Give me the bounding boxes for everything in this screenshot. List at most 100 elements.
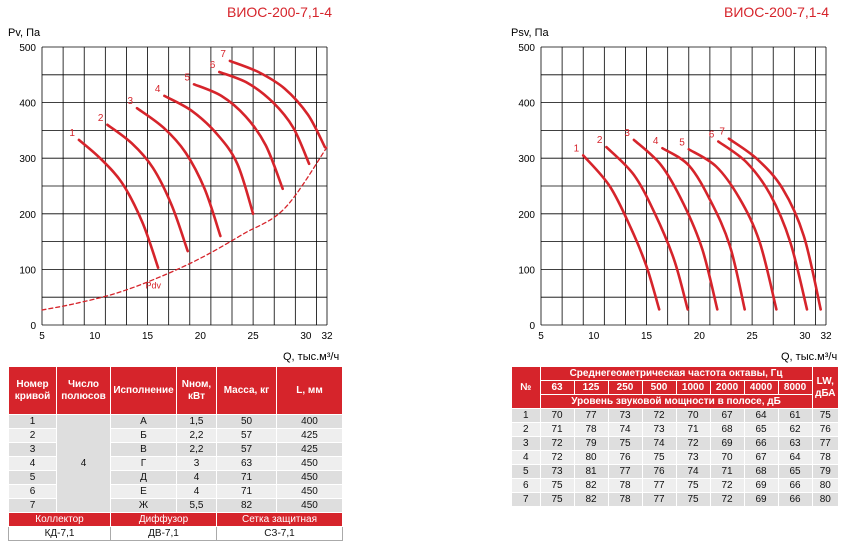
- table-row: 4 Г 3 63 450: [8, 456, 343, 471]
- cell: 78: [811, 450, 840, 465]
- col-variant: Исполнение: [110, 366, 177, 415]
- cell: 73: [607, 408, 643, 423]
- cell: 71: [709, 464, 745, 479]
- cell: 82: [216, 498, 277, 513]
- cell: 4: [511, 450, 541, 465]
- freq-500: 500: [641, 380, 677, 395]
- x-tick-label: 32: [321, 331, 333, 342]
- cell: 77: [573, 408, 609, 423]
- cell: 72: [539, 450, 575, 465]
- freq-1000: 1000: [675, 380, 711, 395]
- curve-label: 7: [220, 49, 226, 60]
- x-tick-label: 10: [588, 331, 600, 342]
- cell: 79: [811, 464, 840, 479]
- col-no: №: [511, 366, 541, 409]
- curve-3: [632, 138, 719, 311]
- col-poles: Число полюсов: [56, 366, 111, 415]
- freq-4000: 4000: [743, 380, 779, 395]
- curve-5: [687, 148, 778, 311]
- chart-1-title: ВИОС-200-7,1-4: [227, 4, 332, 20]
- sound-power-table: № Среднегеометрическая частота октавы, Г…: [511, 366, 840, 507]
- cell: 78: [573, 422, 609, 437]
- cell: 3: [8, 442, 57, 457]
- col-curve: Номер кривой: [8, 366, 57, 415]
- curve-label: 3: [127, 96, 133, 107]
- cell: В: [110, 442, 177, 457]
- cell: Д: [110, 470, 177, 485]
- curve-label: 6: [709, 130, 715, 141]
- curve-label: 4: [155, 84, 161, 95]
- x-tick-label: 30: [799, 331, 811, 342]
- cell: 57: [216, 442, 277, 457]
- cell: 50: [216, 414, 277, 429]
- cell: 75: [675, 492, 711, 507]
- y-tick-label: 300: [518, 154, 535, 165]
- table-row: 1 70 77 73 72 70 67 64 61 75: [511, 408, 840, 423]
- cell: 4: [8, 456, 57, 471]
- y-axis-label: Pv, Па: [8, 27, 41, 39]
- cell: 66: [743, 436, 779, 451]
- fan-specs-table: Номер кривой Число полюсов Исполнение Nн…: [8, 366, 343, 541]
- curve-6: [218, 70, 311, 166]
- curve-7: [228, 59, 327, 149]
- curve-1: [77, 138, 160, 269]
- cell: 7: [511, 492, 541, 507]
- cell: 6: [8, 484, 57, 499]
- cell: 1,5: [176, 414, 217, 429]
- cell: 82: [573, 492, 609, 507]
- curve-4: [661, 146, 746, 311]
- cell: 1: [511, 408, 541, 423]
- cell: 72: [641, 408, 677, 423]
- cell: 78: [607, 478, 643, 493]
- cell: 70: [709, 450, 745, 465]
- x-axis-label: Q, тыс.м³/ч: [781, 351, 837, 363]
- y-tick-label: 300: [19, 154, 36, 165]
- pdv-curve: [41, 146, 328, 311]
- chart-2-title: ВИОС-200-7,1-4: [724, 4, 829, 20]
- diffuser-model: ДВ-7,1: [110, 526, 217, 541]
- freq-header: Среднегеометрическая частота октавы, Гц: [539, 366, 813, 381]
- cell: 72: [675, 436, 711, 451]
- cell: 6: [511, 478, 541, 493]
- accessory-grid: Сетка защитная: [216, 512, 343, 527]
- y-tick-label: 100: [19, 265, 36, 276]
- cell: 72: [539, 436, 575, 451]
- cell: 57: [216, 428, 277, 443]
- y-tick-label: 500: [19, 43, 36, 54]
- x-tick-label: 30: [300, 331, 312, 342]
- freq-250: 250: [607, 380, 643, 395]
- y-tick-label: 400: [19, 99, 36, 110]
- cell: 80: [573, 450, 609, 465]
- cell: 76: [811, 422, 840, 437]
- cell: 65: [777, 464, 813, 479]
- y-tick-label: 200: [518, 210, 535, 221]
- freq-125: 125: [573, 380, 609, 395]
- cell: 63: [777, 436, 813, 451]
- cell: 450: [276, 484, 343, 499]
- x-tick-label: 25: [747, 331, 759, 342]
- cell: 425: [276, 442, 343, 457]
- table-row: 2 71 78 74 73 71 68 65 62 76: [511, 422, 840, 437]
- cell: 75: [675, 478, 711, 493]
- cell: 2,2: [176, 442, 217, 457]
- curve-label: 2: [597, 135, 603, 146]
- curve-label: 2: [98, 113, 104, 124]
- collector-model: КД-7,1: [8, 526, 111, 541]
- cell: 79: [573, 436, 609, 451]
- cell: 77: [641, 478, 677, 493]
- cell: 71: [216, 484, 277, 499]
- cell: 75: [811, 408, 840, 423]
- pdv-label: Pdv: [145, 280, 161, 290]
- cell: 3: [511, 436, 541, 451]
- curve-6: [717, 140, 809, 311]
- accessory-header-row: Коллектор Диффузор Сетка защитная: [8, 512, 343, 527]
- col-length: L, мм: [276, 366, 343, 415]
- cell: 2: [8, 428, 57, 443]
- freq-8000: 8000: [777, 380, 813, 395]
- cell: 75: [641, 450, 677, 465]
- cell: 72: [709, 478, 745, 493]
- x-tick-label: 20: [195, 331, 207, 342]
- cell: 73: [641, 422, 677, 437]
- table-row: 6 75 82 78 77 75 72 69 66 80: [511, 478, 840, 493]
- curve-label: 5: [679, 137, 685, 148]
